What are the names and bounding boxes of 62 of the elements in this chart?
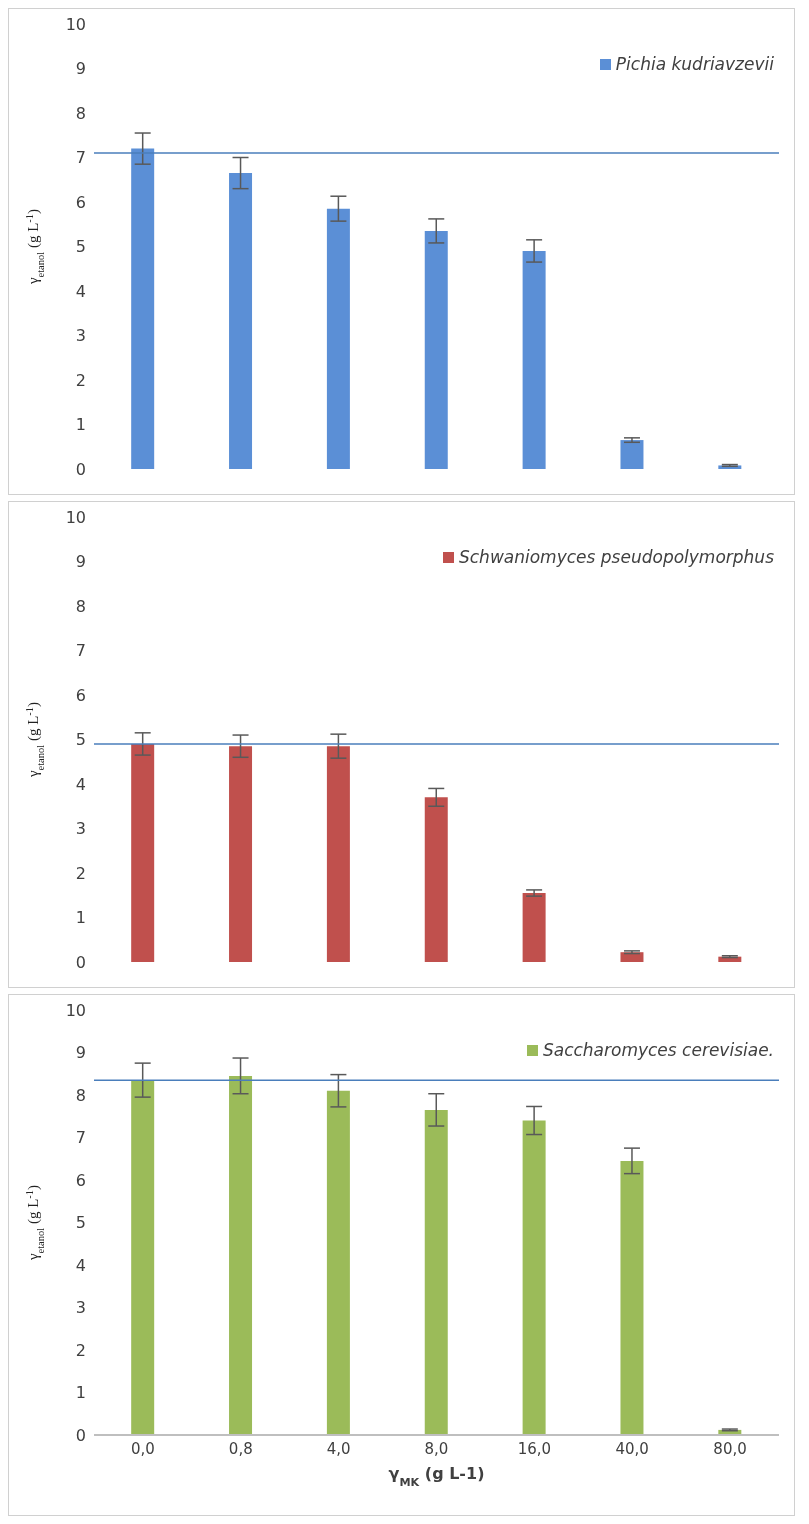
bar <box>620 440 644 469</box>
x-tick-label: 0,0 <box>131 1439 155 1458</box>
y-tick-label: 4 <box>75 281 86 301</box>
x-tick-label: 16,0 <box>517 1439 552 1458</box>
y-tick-label: 9 <box>75 552 86 572</box>
x-tick-label: 40,0 <box>615 1439 649 1458</box>
bar <box>229 173 253 469</box>
y-tick-label: 2 <box>75 370 86 390</box>
y-tick-label: 10 <box>65 14 86 34</box>
y-tick-label: 2 <box>75 863 86 883</box>
y-tick-label: 10 <box>65 507 86 527</box>
legend-label: Saccharomyces cerevisiae. <box>542 1040 774 1060</box>
y-tick-label: 7 <box>75 1128 86 1148</box>
legend-label: Schwaniomyces pseudopolymorphus <box>458 547 774 567</box>
bar <box>424 1109 448 1435</box>
y-tick-label: 7 <box>75 641 86 661</box>
bar <box>620 952 644 962</box>
bar <box>326 1090 350 1435</box>
y-tick-label: 5 <box>75 1213 86 1233</box>
y-tick-label: 7 <box>75 148 86 168</box>
y-tick-label: 1 <box>75 908 86 928</box>
bar <box>620 1160 644 1435</box>
y-tick-label: 0 <box>75 952 86 972</box>
y-tick-label: 6 <box>75 192 86 212</box>
x-axis-title: γ$_{MK}$ (g L-1) <box>388 1464 485 1489</box>
bar <box>131 1080 155 1435</box>
y-tick-label: 8 <box>75 1085 86 1105</box>
y-tick-label: 0 <box>75 459 86 479</box>
y-tick-label: 2 <box>75 1340 86 1360</box>
bar <box>326 746 350 962</box>
bar <box>522 250 546 469</box>
bar <box>424 797 448 962</box>
y-tick-label: 9 <box>75 59 86 79</box>
y-tick-label: 5 <box>75 730 86 750</box>
y-tick-label: 6 <box>75 685 86 705</box>
y-tick-label: 1 <box>75 1383 86 1403</box>
bar <box>522 1120 546 1435</box>
bar <box>522 893 546 962</box>
y-tick-label: 10 <box>65 1000 86 1020</box>
y-tick-label: 9 <box>75 1043 86 1063</box>
y-tick-label: 8 <box>75 596 86 616</box>
x-tick-label: 0,8 <box>228 1439 253 1458</box>
y-tick-label: 8 <box>75 103 86 123</box>
bar <box>424 230 448 469</box>
y-tick-label: 4 <box>75 1255 86 1275</box>
y-tick-label: 3 <box>75 1298 86 1318</box>
bar <box>229 746 253 962</box>
x-tick-label: 80,0 <box>713 1439 747 1458</box>
y-tick-label: 0 <box>75 1425 86 1445</box>
bar <box>326 208 350 469</box>
legend-label: Pichia kudriavzevii <box>615 54 774 74</box>
y-tick-label: 5 <box>75 237 86 257</box>
y-tick-label: 4 <box>75 774 86 794</box>
y-tick-label: 1 <box>75 415 86 435</box>
x-tick-label: 4,0 <box>326 1439 351 1458</box>
y-tick-label: 3 <box>75 819 86 839</box>
bar <box>131 743 155 962</box>
y-tick-label: 3 <box>75 326 86 346</box>
bar <box>229 1075 253 1435</box>
x-tick-label: 8,0 <box>424 1439 449 1458</box>
bar <box>131 148 155 469</box>
y-tick-label: 6 <box>75 1170 86 1190</box>
